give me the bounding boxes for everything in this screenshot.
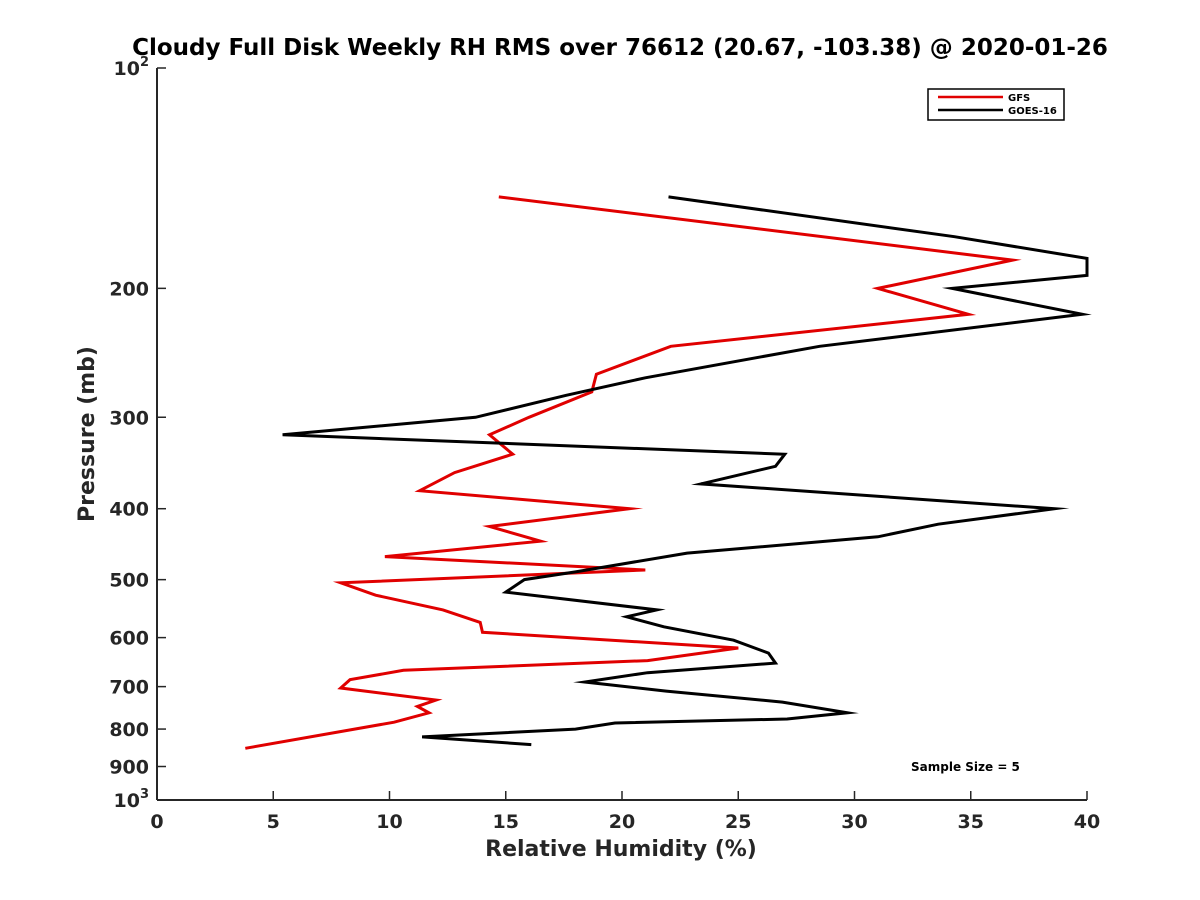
y-tick-label: 800 <box>109 719 149 741</box>
y-tick-label: 102 <box>114 55 150 80</box>
chart-title: Cloudy Full Disk Weekly RH RMS over 7661… <box>132 35 1108 61</box>
x-tick-label: 15 <box>493 811 519 833</box>
y-axis-ticks: 102 200 300 400 500 600 700 800 900 103 <box>109 55 166 812</box>
y-tick-label: 400 <box>109 499 149 521</box>
x-axis-ticks: 0 5 10 15 20 25 30 35 40 <box>150 791 1100 833</box>
series-line-gfs <box>245 195 1022 750</box>
y-tick-label: 103 <box>114 787 150 812</box>
sample-size-note: Sample Size = 5 <box>911 760 1020 774</box>
y-tick-label: 300 <box>109 407 149 429</box>
x-tick-label: 5 <box>267 811 280 833</box>
y-tick-label: 600 <box>109 628 149 650</box>
legend-label-goes16: GOES-16 <box>1008 106 1057 117</box>
x-tick-label: 10 <box>376 811 402 833</box>
x-tick-label: 25 <box>725 811 751 833</box>
series-layer <box>245 195 1092 750</box>
y-tick-label: 900 <box>109 757 149 779</box>
x-tick-label: 40 <box>1074 811 1100 833</box>
y-tick-label: 200 <box>109 278 149 300</box>
legend-box <box>927 88 1065 121</box>
x-tick-label: 20 <box>609 811 635 833</box>
x-axis-label: Relative Humidity (%) <box>485 837 757 862</box>
x-tick-label: 0 <box>150 811 163 833</box>
x-tick-label: 30 <box>841 811 867 833</box>
series-line-goes16 <box>282 195 1092 747</box>
y-tick-label: 500 <box>109 570 149 592</box>
y-tick-label: 700 <box>109 677 149 699</box>
legend-label-gfs: GFS <box>1008 93 1030 104</box>
legend: GFS GOES-16 <box>927 88 1065 121</box>
y-axis-label: Pressure (mb) <box>75 346 100 522</box>
x-tick-label: 35 <box>958 811 984 833</box>
